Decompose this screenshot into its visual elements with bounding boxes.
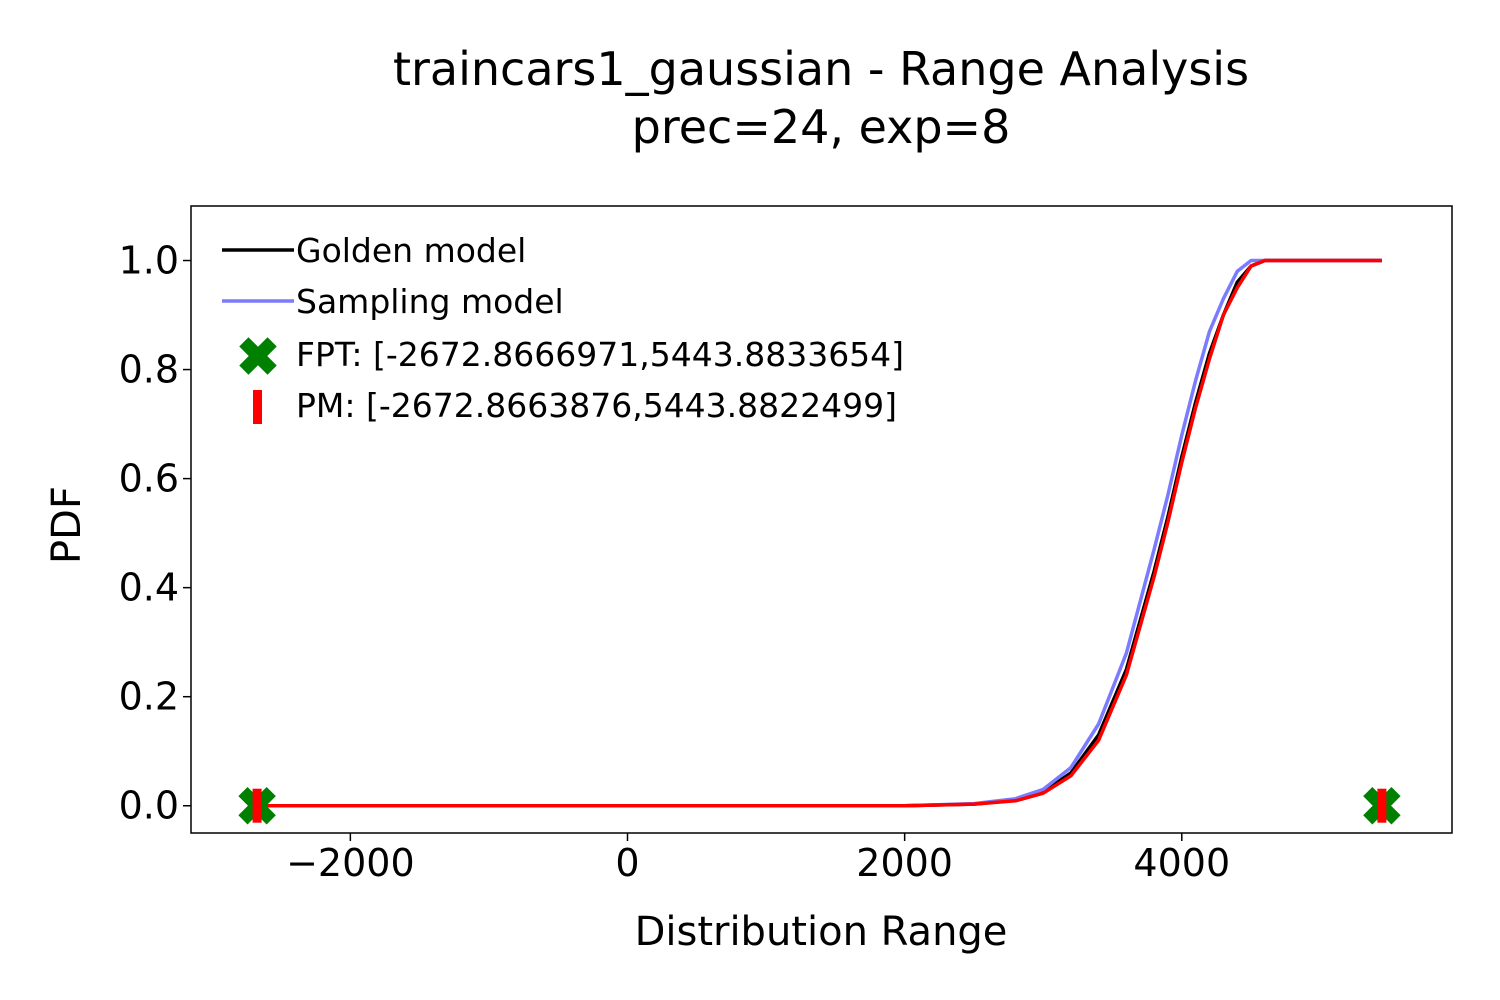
- legend-pm-label: PM: [-2672.8663876,5443.8822499]: [296, 386, 897, 425]
- plot-area: [238, 258, 1401, 825]
- y-tick-label: 0.4: [119, 566, 179, 610]
- x-tick-label: 0: [615, 841, 639, 885]
- legend: Golden model Sampling model FPT: [-2672.…: [222, 231, 904, 425]
- x-axis-label: Distribution Range: [635, 909, 1008, 955]
- axis-ticks: −2000 0 2000 4000 0.0 0.2 0.4 0.6 0.8 1.0: [119, 239, 1231, 885]
- x-tick-label: 4000: [1133, 841, 1230, 885]
- legend-fpt-marker: [239, 337, 277, 375]
- x-tick-label: 2000: [856, 841, 953, 885]
- y-tick-label: 0.0: [119, 784, 179, 828]
- pm-model-line: [257, 258, 1382, 808]
- legend-pm-marker: [253, 390, 262, 424]
- y-tick-label: 0.8: [119, 348, 179, 392]
- x-tick-label: −2000: [286, 841, 415, 885]
- y-tick-label: 0.6: [119, 457, 179, 501]
- y-tick-label: 1.0: [119, 239, 179, 283]
- legend-sampling-label: Sampling model: [296, 282, 564, 321]
- legend-golden-label: Golden model: [296, 231, 526, 270]
- chart-subtitle: prec=24, exp=8: [632, 100, 1011, 154]
- y-axis-label: PDF: [44, 486, 90, 564]
- plot-frame: [190, 205, 1453, 834]
- legend-fpt-label: FPT: [-2672.8666971,5443.8833654]: [296, 335, 904, 374]
- pm-marker: [252, 788, 262, 823]
- y-tick-label: 0.2: [119, 675, 179, 719]
- chart-title: traincars1_gaussian - Range Analysis: [393, 42, 1249, 96]
- pm-marker: [1377, 788, 1387, 823]
